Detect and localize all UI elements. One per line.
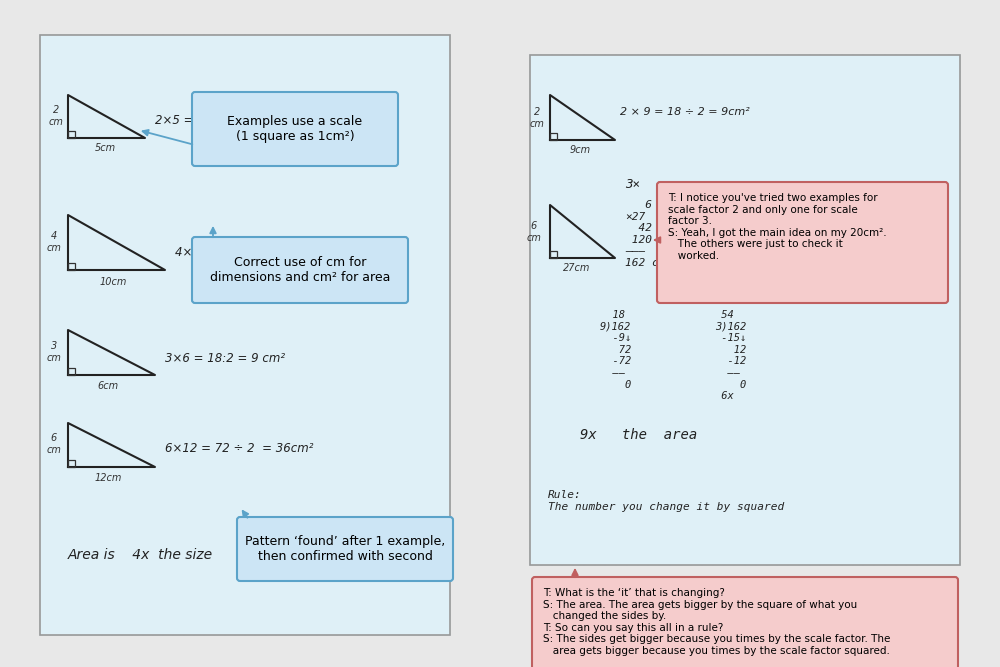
Text: 18
9)162
  -9↓
   72
  -72
  ——
    0: 18 9)162 -9↓ 72 -72 —— 0: [600, 310, 631, 390]
Text: 6cm: 6cm: [97, 381, 119, 391]
FancyBboxPatch shape: [657, 182, 948, 303]
Text: Rule:
The number you change it by squared: Rule: The number you change it by square…: [548, 490, 784, 512]
Text: 6
cm: 6 cm: [527, 221, 541, 243]
Text: Pattern ‘found’ after 1 example,
then confirmed with second: Pattern ‘found’ after 1 example, then co…: [245, 535, 445, 563]
Text: 9cm: 9cm: [569, 145, 591, 155]
Text: Examples use a scale
(1 square as 1cm²): Examples use a scale (1 square as 1cm²): [227, 115, 363, 143]
Text: 5cm: 5cm: [94, 143, 116, 153]
Text: 6
cm: 6 cm: [47, 433, 61, 455]
Bar: [530, 55, 960, 565]
Text: 54
3)162
 -15↓
   12
  -12
  ——
    0
 6x: 54 3)162 -15↓ 12 -12 —— 0 6x: [715, 310, 746, 401]
Text: 9x   the  area: 9x the area: [580, 428, 697, 442]
FancyBboxPatch shape: [192, 237, 408, 303]
Text: T: I notice you've tried two examples for
scale factor 2 and only one for scale
: T: I notice you've tried two examples fo…: [668, 193, 887, 261]
Text: 12cm: 12cm: [94, 473, 122, 483]
Text: 27cm: 27cm: [563, 263, 591, 273]
Text: 6×12 = 72 ÷ 2  = 36cm²: 6×12 = 72 ÷ 2 = 36cm²: [165, 442, 314, 456]
Text: 3×: 3×: [625, 178, 640, 191]
Text: 4×10 = 40 ÷2= 20cm²: 4×10 = 40 ÷2= 20cm²: [175, 245, 312, 259]
Text: 2
cm: 2 cm: [49, 105, 63, 127]
Text: 6
×27
  42
 120
———
162 cm²: 6 ×27 42 120 ——— 162 cm²: [625, 200, 672, 268]
Text: 2×5 = 10 ÷ 2 = 5cm²: 2×5 = 10 ÷ 2 = 5cm²: [155, 113, 285, 127]
Text: Correct use of cm for
dimensions and cm² for area: Correct use of cm for dimensions and cm²…: [210, 256, 390, 284]
Bar: [40, 35, 450, 635]
Text: 2
cm: 2 cm: [530, 107, 544, 129]
Text: 10cm: 10cm: [99, 277, 127, 287]
Text: Area is    4x  the size: Area is 4x the size: [68, 548, 213, 562]
FancyBboxPatch shape: [532, 577, 958, 667]
Text: 4
cm: 4 cm: [47, 231, 61, 253]
FancyBboxPatch shape: [192, 92, 398, 166]
FancyBboxPatch shape: [237, 517, 453, 581]
Text: 3
cm: 3 cm: [47, 342, 61, 363]
Text: 2 × 9 = 18 ÷ 2 = 9cm²: 2 × 9 = 18 ÷ 2 = 9cm²: [620, 107, 750, 117]
Text: 3×6 = 18:2 = 9 cm²: 3×6 = 18:2 = 9 cm²: [165, 352, 285, 364]
Text: T: What is the ‘it’ that is changing?
S: The area. The area gets bigger by the s: T: What is the ‘it’ that is changing? S:…: [543, 588, 890, 656]
